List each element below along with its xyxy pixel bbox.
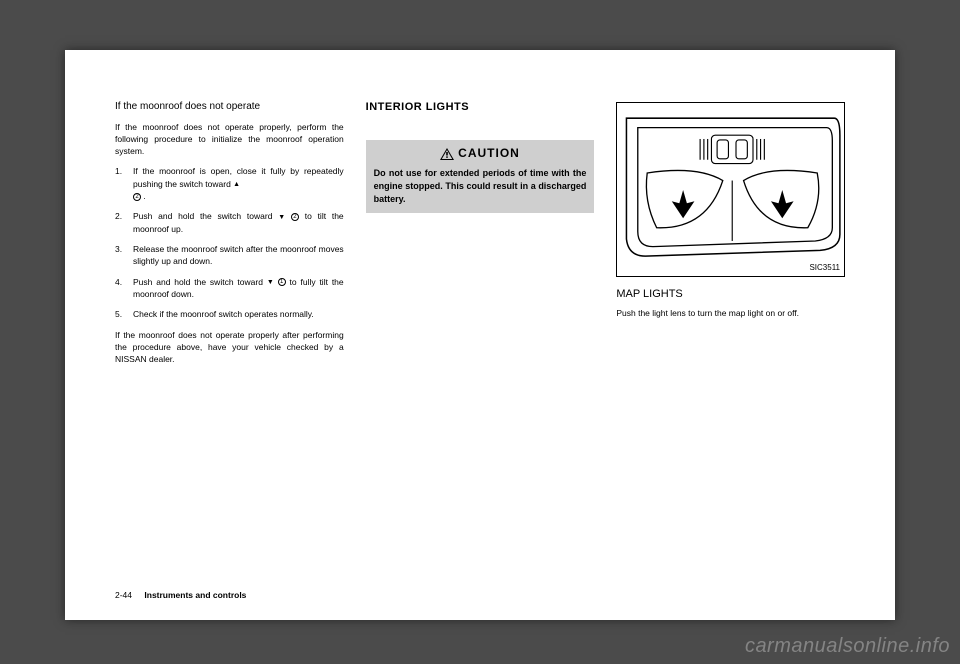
column-middle: INTERIOR LIGHTS CAUTION Do not use for e…: [366, 100, 595, 374]
page-footer: 2-44 Instruments and controls: [115, 590, 246, 600]
ref-circle-icon: 2: [291, 213, 299, 221]
list-item: 4. Push and hold the switch toward ▼ 1 t…: [115, 276, 344, 301]
warning-icon: [440, 148, 454, 160]
list-item: 2. Push and hold the switch toward ▼ 2 t…: [115, 210, 344, 235]
item-number: 5.: [115, 308, 127, 320]
ref-circle-icon: 1: [278, 278, 286, 286]
columns: If the moonroof does not operate If the …: [115, 100, 845, 374]
item-number: 1.: [115, 165, 127, 202]
switch-down-icon: ▼: [278, 214, 285, 221]
caution-box: CAUTION Do not use for extended periods …: [366, 140, 595, 213]
switch-down-icon: ▼: [267, 279, 274, 286]
section-title: INTERIOR LIGHTS: [366, 100, 595, 116]
map-light-figure: SIC3511: [616, 102, 845, 277]
item-text: Check if the moonroof switch operates no…: [133, 308, 344, 320]
column-left: If the moonroof does not operate If the …: [115, 100, 344, 374]
item-number: 2.: [115, 210, 127, 235]
item-text: Push and hold the switch toward ▼ 1 to f…: [133, 276, 344, 301]
col1-subhead: If the moonroof does not operate: [115, 100, 344, 115]
watermark: carmanualsonline.info: [745, 635, 950, 658]
item-number: 3.: [115, 243, 127, 268]
page-number: 2-44: [115, 590, 132, 600]
col1-intro: If the moonroof does not operate properl…: [115, 121, 344, 158]
col1-list: 1. If the moonroof is open, close it ful…: [115, 165, 344, 320]
caution-heading: CAUTION: [374, 145, 587, 162]
item-text: If the moonroof is open, close it fully …: [133, 165, 344, 202]
map-lights-heading: MAP LIGHTS: [616, 287, 845, 303]
manual-page: If the moonroof does not operate If the …: [65, 50, 895, 620]
switch-up-icon: ▲: [233, 181, 240, 188]
item-text: Release the moonroof switch after the mo…: [133, 243, 344, 268]
map-light-illustration: [617, 103, 844, 276]
col1-outro: If the moonroof does not operate properl…: [115, 329, 344, 366]
caution-body: Do not use for extended periods of time …: [374, 167, 587, 205]
figure-code: SIC3511: [809, 262, 840, 274]
item-number: 4.: [115, 276, 127, 301]
list-item: 5. Check if the moonroof switch operates…: [115, 308, 344, 320]
list-item: 1. If the moonroof is open, close it ful…: [115, 165, 344, 202]
ref-circle-icon: 2: [133, 193, 141, 201]
footer-section: Instruments and controls: [144, 590, 246, 600]
map-lights-body: Push the light lens to turn the map ligh…: [616, 307, 845, 319]
list-item: 3. Release the moonroof switch after the…: [115, 243, 344, 268]
item-text: Push and hold the switch toward ▼ 2 to t…: [133, 210, 344, 235]
column-right: SIC3511 MAP LIGHTS Push the light lens t…: [616, 100, 845, 374]
